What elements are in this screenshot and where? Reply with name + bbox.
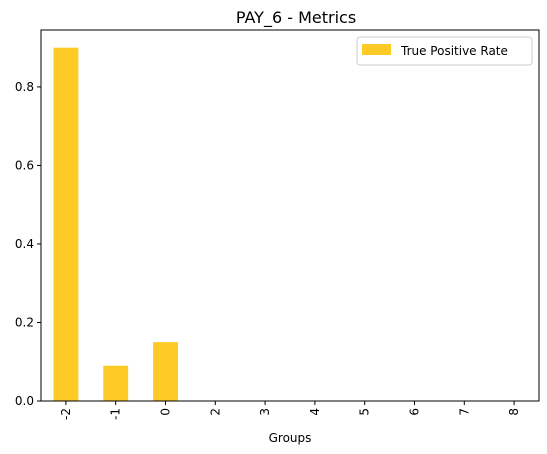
bar--2 bbox=[53, 47, 79, 402]
y-tick-label: 0.0 bbox=[15, 394, 34, 408]
bar-0 bbox=[153, 342, 178, 401]
x-tick-label: -1 bbox=[109, 408, 123, 420]
y-tick-label: 0.6 bbox=[15, 158, 34, 172]
y-tick-label: 0.8 bbox=[15, 80, 34, 94]
x-tick-label: -2 bbox=[59, 408, 73, 420]
x-tick-label: 4 bbox=[308, 408, 322, 416]
axes-layer bbox=[40, 29, 540, 402]
x-axis: -2 -1 0 2 3 4 5 6 7 8 bbox=[59, 401, 521, 420]
y-tick-label: 0.2 bbox=[15, 315, 34, 329]
legend: True Positive Rate bbox=[356, 36, 533, 66]
legend-label: True Positive Rate bbox=[400, 44, 508, 58]
legend-box bbox=[356, 36, 533, 66]
x-axis-label: Groups bbox=[269, 431, 312, 445]
x-tick-label: 8 bbox=[507, 408, 521, 416]
x-tick-label: 5 bbox=[358, 408, 372, 416]
x-tick-label: 7 bbox=[457, 408, 471, 416]
x-tick-label: 0 bbox=[159, 408, 173, 416]
chart-title: PAY_6 - Metrics bbox=[236, 8, 356, 28]
legend-swatch bbox=[362, 44, 391, 55]
plot-frame bbox=[40, 29, 540, 402]
x-tick-label: 6 bbox=[408, 408, 422, 416]
x-tick-label: 2 bbox=[208, 408, 222, 416]
y-tick-label: 0.4 bbox=[15, 237, 34, 251]
y-axis: 0.0 0.2 0.4 0.6 0.8 bbox=[15, 80, 41, 408]
x-tick-label: 3 bbox=[258, 408, 272, 416]
bar--1 bbox=[103, 365, 129, 401]
bars-layer bbox=[53, 47, 178, 402]
